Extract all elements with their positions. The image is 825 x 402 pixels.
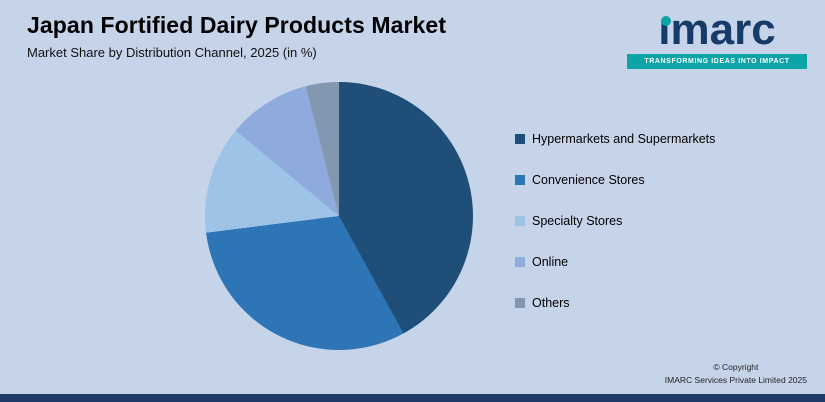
legend-label: Convenience Stores xyxy=(532,173,645,187)
copyright-block: © Copyright IMARC Services Private Limit… xyxy=(665,361,807,388)
legend-swatch-icon xyxy=(515,134,525,144)
legend-swatch-icon xyxy=(515,216,525,226)
legend-label: Specialty Stores xyxy=(532,214,623,228)
copyright-line1: © Copyright xyxy=(713,361,759,372)
chart-subtitle: Market Share by Distribution Channel, 20… xyxy=(27,45,317,60)
legend-swatch-icon xyxy=(515,257,525,267)
legend-label: Hypermarkets and Supermarkets xyxy=(532,132,716,146)
legend-item: Online xyxy=(515,255,715,269)
chart-legend: Hypermarkets and Supermarkets Convenience… xyxy=(515,132,715,310)
legend-item: Others xyxy=(515,296,715,310)
copyright-line2: IMARC Services Private Limited 2025 xyxy=(664,375,807,386)
legend-label: Online xyxy=(532,255,569,269)
legend-swatch-icon xyxy=(515,298,525,308)
legend-label: Others xyxy=(532,296,570,310)
bottom-bar xyxy=(0,394,825,402)
imarc-logo: ımarc TRANSFORMING IDEAS INTO IMPACT xyxy=(627,8,807,69)
page-title: Japan Fortified Dairy Products Market xyxy=(27,12,447,38)
imarc-logo-text: ımarc xyxy=(658,5,776,54)
imarc-logo-dot-icon xyxy=(661,16,672,26)
legend-item: Hypermarkets and Supermarkets xyxy=(515,132,715,146)
legend-swatch-icon xyxy=(515,175,525,185)
pie-chart xyxy=(205,82,473,350)
imarc-tagline: TRANSFORMING IDEAS INTO IMPACT xyxy=(627,54,807,69)
legend-item: Specialty Stores xyxy=(515,214,715,228)
legend-item: Convenience Stores xyxy=(515,173,715,187)
header: Japan Fortified Dairy Products Market Ma… xyxy=(27,12,446,60)
